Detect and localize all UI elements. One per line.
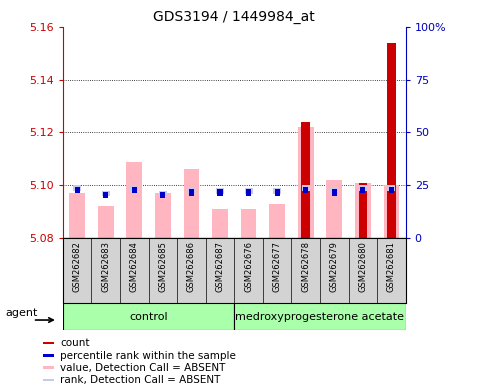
Bar (273, 188, 281, 194)
Text: GSM262679: GSM262679 (330, 242, 339, 292)
Bar (74, 187, 80, 193)
Bar (130, 185, 138, 191)
Bar (298, 127, 313, 238)
Text: GSM262678: GSM262678 (301, 242, 310, 292)
Bar (160, 192, 165, 199)
Bar (244, 188, 253, 194)
Bar (355, 183, 371, 238)
Bar (43, 366, 54, 369)
Bar (216, 188, 224, 194)
Bar (184, 169, 199, 238)
Text: GSM262680: GSM262680 (358, 242, 368, 292)
Bar (241, 209, 256, 238)
Text: count: count (60, 338, 90, 348)
Bar (387, 43, 396, 238)
Bar (389, 187, 394, 193)
Bar (303, 187, 308, 193)
Text: GSM262687: GSM262687 (215, 242, 225, 292)
Text: medroxyprogesterone acetate: medroxyprogesterone acetate (236, 312, 404, 322)
Bar (217, 189, 223, 196)
Bar (98, 207, 114, 238)
Bar (43, 342, 54, 344)
Bar (155, 193, 170, 238)
Text: GSM262684: GSM262684 (130, 242, 139, 292)
Bar (127, 162, 142, 238)
Bar (246, 189, 251, 196)
Bar (73, 185, 81, 191)
Text: agent: agent (5, 308, 37, 318)
Bar (43, 354, 54, 357)
Text: control: control (129, 312, 168, 322)
Text: GSM262683: GSM262683 (101, 242, 110, 292)
Bar (384, 185, 399, 238)
Bar (132, 187, 137, 193)
Bar (43, 379, 54, 381)
Bar (360, 187, 366, 193)
Bar (301, 122, 310, 238)
Text: GSM262682: GSM262682 (72, 242, 82, 292)
Bar (274, 189, 280, 196)
Text: value, Detection Call = ABSENT: value, Detection Call = ABSENT (60, 362, 226, 372)
Bar (101, 190, 110, 196)
Text: rank, Detection Call = ABSENT: rank, Detection Call = ABSENT (60, 375, 221, 384)
Text: GSM262677: GSM262677 (272, 242, 282, 292)
Bar (159, 190, 167, 196)
Bar (187, 188, 196, 194)
Bar (63, 303, 234, 330)
Bar (387, 185, 396, 191)
Bar (330, 188, 338, 194)
Bar (302, 185, 310, 191)
Title: GDS3194 / 1449984_at: GDS3194 / 1449984_at (154, 10, 315, 25)
Bar (189, 189, 194, 196)
Bar (212, 209, 228, 238)
Text: percentile rank within the sample: percentile rank within the sample (60, 351, 236, 361)
Bar (103, 192, 108, 199)
Text: GSM262676: GSM262676 (244, 242, 253, 292)
Text: GSM262685: GSM262685 (158, 242, 167, 292)
Bar (332, 189, 337, 196)
Bar (327, 180, 342, 238)
Bar (269, 204, 285, 238)
Bar (359, 185, 367, 191)
Text: GSM262681: GSM262681 (387, 242, 396, 292)
Bar (69, 193, 85, 238)
Bar (234, 303, 406, 330)
Text: GSM262686: GSM262686 (187, 242, 196, 292)
Bar (358, 183, 367, 238)
